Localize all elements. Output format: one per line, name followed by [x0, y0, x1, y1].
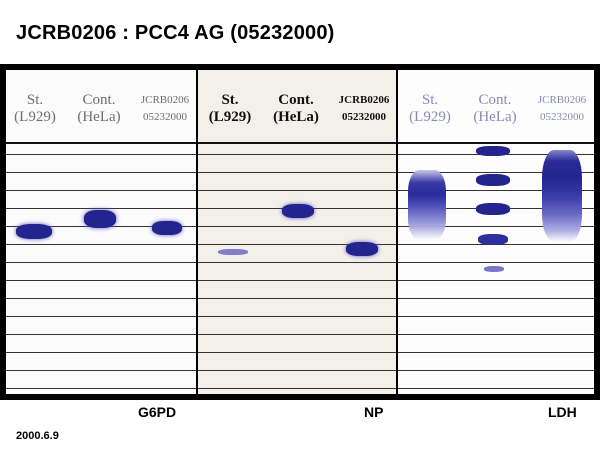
gel-panel-np: St. (L929) Cont. (HeLa) JCRB0206 0523200… — [198, 70, 396, 394]
grid-line — [198, 298, 396, 299]
protein-band — [484, 266, 504, 272]
protein-smear — [408, 170, 446, 240]
lane-label-line1: Cont. — [278, 92, 314, 108]
protein-band — [84, 210, 116, 228]
grid-line — [198, 334, 396, 335]
protein-band — [476, 146, 510, 156]
grid-line — [398, 190, 594, 191]
grid-line — [6, 208, 196, 209]
lane-label-line1: Cont. — [478, 92, 512, 108]
grid-line — [198, 226, 396, 227]
grid-line — [6, 172, 196, 173]
lane-label-standard: St. (L929) — [202, 92, 258, 126]
grid-line — [398, 334, 594, 335]
grid-line — [198, 154, 396, 155]
grid-line — [198, 244, 396, 245]
protein-band — [346, 242, 378, 256]
lane-label-line2: (HeLa) — [273, 109, 319, 125]
protein-band — [476, 174, 510, 186]
grid-line — [198, 316, 396, 317]
divider-line — [6, 142, 196, 144]
grid-line — [6, 352, 196, 353]
grid-line — [198, 262, 396, 263]
lane-label-standard: St. (L929) — [402, 92, 458, 126]
lane-label-line2: (HeLa) — [473, 109, 517, 125]
lane-label-line1: St. — [221, 92, 239, 108]
grid-line — [6, 244, 196, 245]
lane-label-line2: 05232000 — [342, 111, 386, 123]
gel-image: St. (L929) Cont. (HeLa) JCRB0206 0523200… — [0, 64, 600, 400]
grid-line — [198, 352, 396, 353]
grid-line — [398, 226, 594, 227]
lane-label-line2: 05232000 — [143, 111, 187, 123]
divider-line — [198, 142, 396, 144]
lane-label-control: Cont. (HeLa) — [264, 92, 328, 126]
lane-label-sample: JCRB0206 05232000 — [134, 92, 196, 126]
protein-band — [218, 249, 248, 255]
grid-line — [198, 370, 396, 371]
lane-label-sample: JCRB0206 05232000 — [332, 92, 396, 126]
grid-line — [198, 172, 396, 173]
lane-label-line1: St. — [26, 92, 44, 108]
lane-label-line2: (HeLa) — [77, 109, 121, 125]
lane-label-line1: JCRB0206 — [537, 94, 587, 106]
lane-label-control: Cont. (HeLa) — [70, 92, 128, 126]
grid-line — [398, 280, 594, 281]
protein-smear — [542, 150, 582, 242]
grid-line — [6, 262, 196, 263]
grid-line — [6, 316, 196, 317]
lane-label-line1: Cont. — [82, 92, 116, 108]
grid-line — [398, 262, 594, 263]
grid-line — [398, 298, 594, 299]
lane-label-control: Cont. (HeLa) — [464, 92, 526, 126]
grid-line — [6, 280, 196, 281]
enzyme-label-np: NP — [364, 404, 384, 420]
lane-label-sample: JCRB0206 05232000 — [530, 92, 594, 126]
grid-line — [398, 388, 594, 389]
grid-line — [198, 280, 396, 281]
grid-line — [198, 388, 396, 389]
grid-line — [6, 334, 196, 335]
lane-label-standard: St. (L929) — [8, 92, 62, 126]
gel-panel-ldh: St. (L929) Cont. (HeLa) JCRB0206 0523200… — [398, 70, 594, 394]
grid-line — [6, 298, 196, 299]
lane-label-line2: (L929) — [208, 109, 252, 125]
grid-line — [6, 190, 196, 191]
lane-label-line1: JCRB0206 — [140, 94, 190, 106]
page-title: JCRB0206 : PCC4 AG (05232000) — [16, 22, 335, 44]
enzyme-label-g6pd: G6PD — [138, 404, 177, 420]
protein-band — [152, 221, 182, 235]
protein-band — [478, 234, 508, 245]
gel-panel-g6pd: St. (L929) Cont. (HeLa) JCRB0206 0523200… — [6, 70, 196, 394]
protein-band — [16, 224, 52, 239]
grid-line — [6, 154, 196, 155]
lane-label-line2: (L929) — [409, 109, 451, 125]
lane-label-line2: 05232000 — [540, 111, 584, 123]
lane-label-line1: JCRB0206 — [338, 94, 390, 106]
grid-line — [6, 388, 196, 389]
grid-line — [198, 190, 396, 191]
grid-line — [398, 352, 594, 353]
protein-band — [282, 204, 314, 218]
date-label: 2000.6.9 — [16, 430, 59, 442]
grid-line — [6, 370, 196, 371]
lane-label-line2: (L929) — [14, 109, 56, 125]
enzyme-label-ldh: LDH — [548, 404, 577, 420]
grid-line — [398, 370, 594, 371]
grid-line — [398, 172, 594, 173]
protein-band — [476, 203, 510, 215]
divider-line — [398, 142, 594, 144]
grid-line — [398, 316, 594, 317]
lane-label-line1: St. — [421, 92, 439, 108]
